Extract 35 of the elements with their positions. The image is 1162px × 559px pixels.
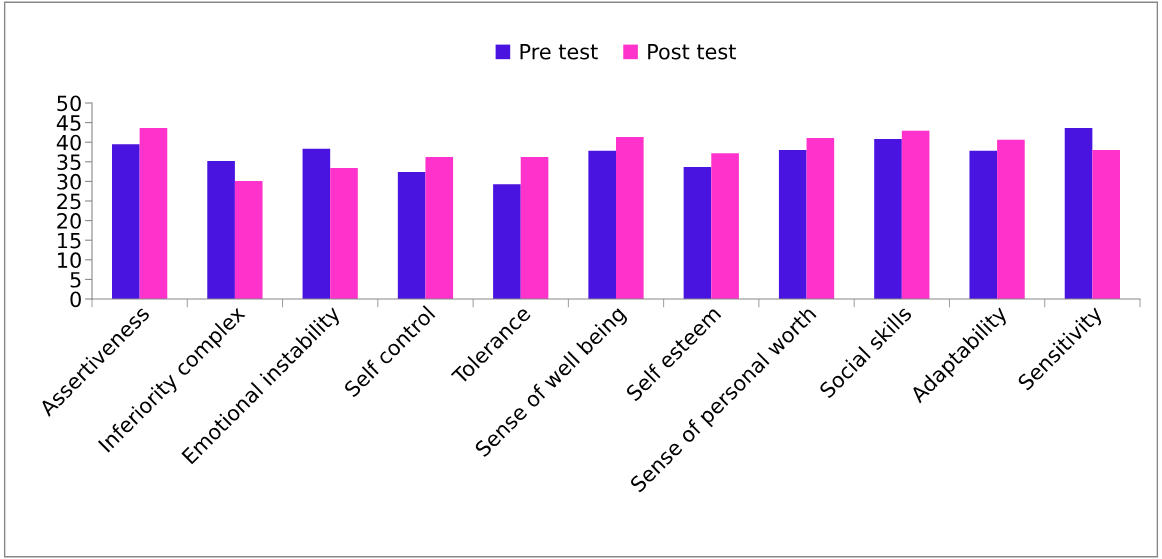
bar [234,181,263,299]
y-tick-label: 35 [57,154,81,171]
bar [397,171,426,299]
bar [425,157,454,299]
bar [493,184,521,299]
bar [139,128,168,299]
bar [969,150,998,299]
y-tick-label: 40 [56,134,81,151]
bar [874,139,902,299]
bar [588,150,616,299]
bar [806,137,835,299]
bar [1092,150,1120,299]
y-tick-label: 20 [57,213,81,229]
legend-label: Post test [648,43,736,60]
bar [112,144,140,299]
bar [997,139,1025,299]
bar [711,153,739,299]
bar [207,161,235,299]
bar [330,168,358,299]
bar [520,157,549,299]
bar [778,150,807,299]
y-tick-label: 0 [70,291,81,308]
y-tick-label: 50 [57,95,81,112]
y-tick-label: 10 [58,252,81,269]
y-tick-label: 5 [70,272,81,288]
y-tick-label: 30 [57,173,81,190]
bar [302,148,331,299]
y-tick-label: 25 [57,193,81,210]
legend-label: Pre test [520,43,598,60]
bar [683,166,712,299]
bar [616,137,644,299]
y-tick-label: 45 [56,115,81,131]
bar [1064,128,1093,299]
bar [901,130,930,299]
y-tick-label: 15 [58,232,81,249]
